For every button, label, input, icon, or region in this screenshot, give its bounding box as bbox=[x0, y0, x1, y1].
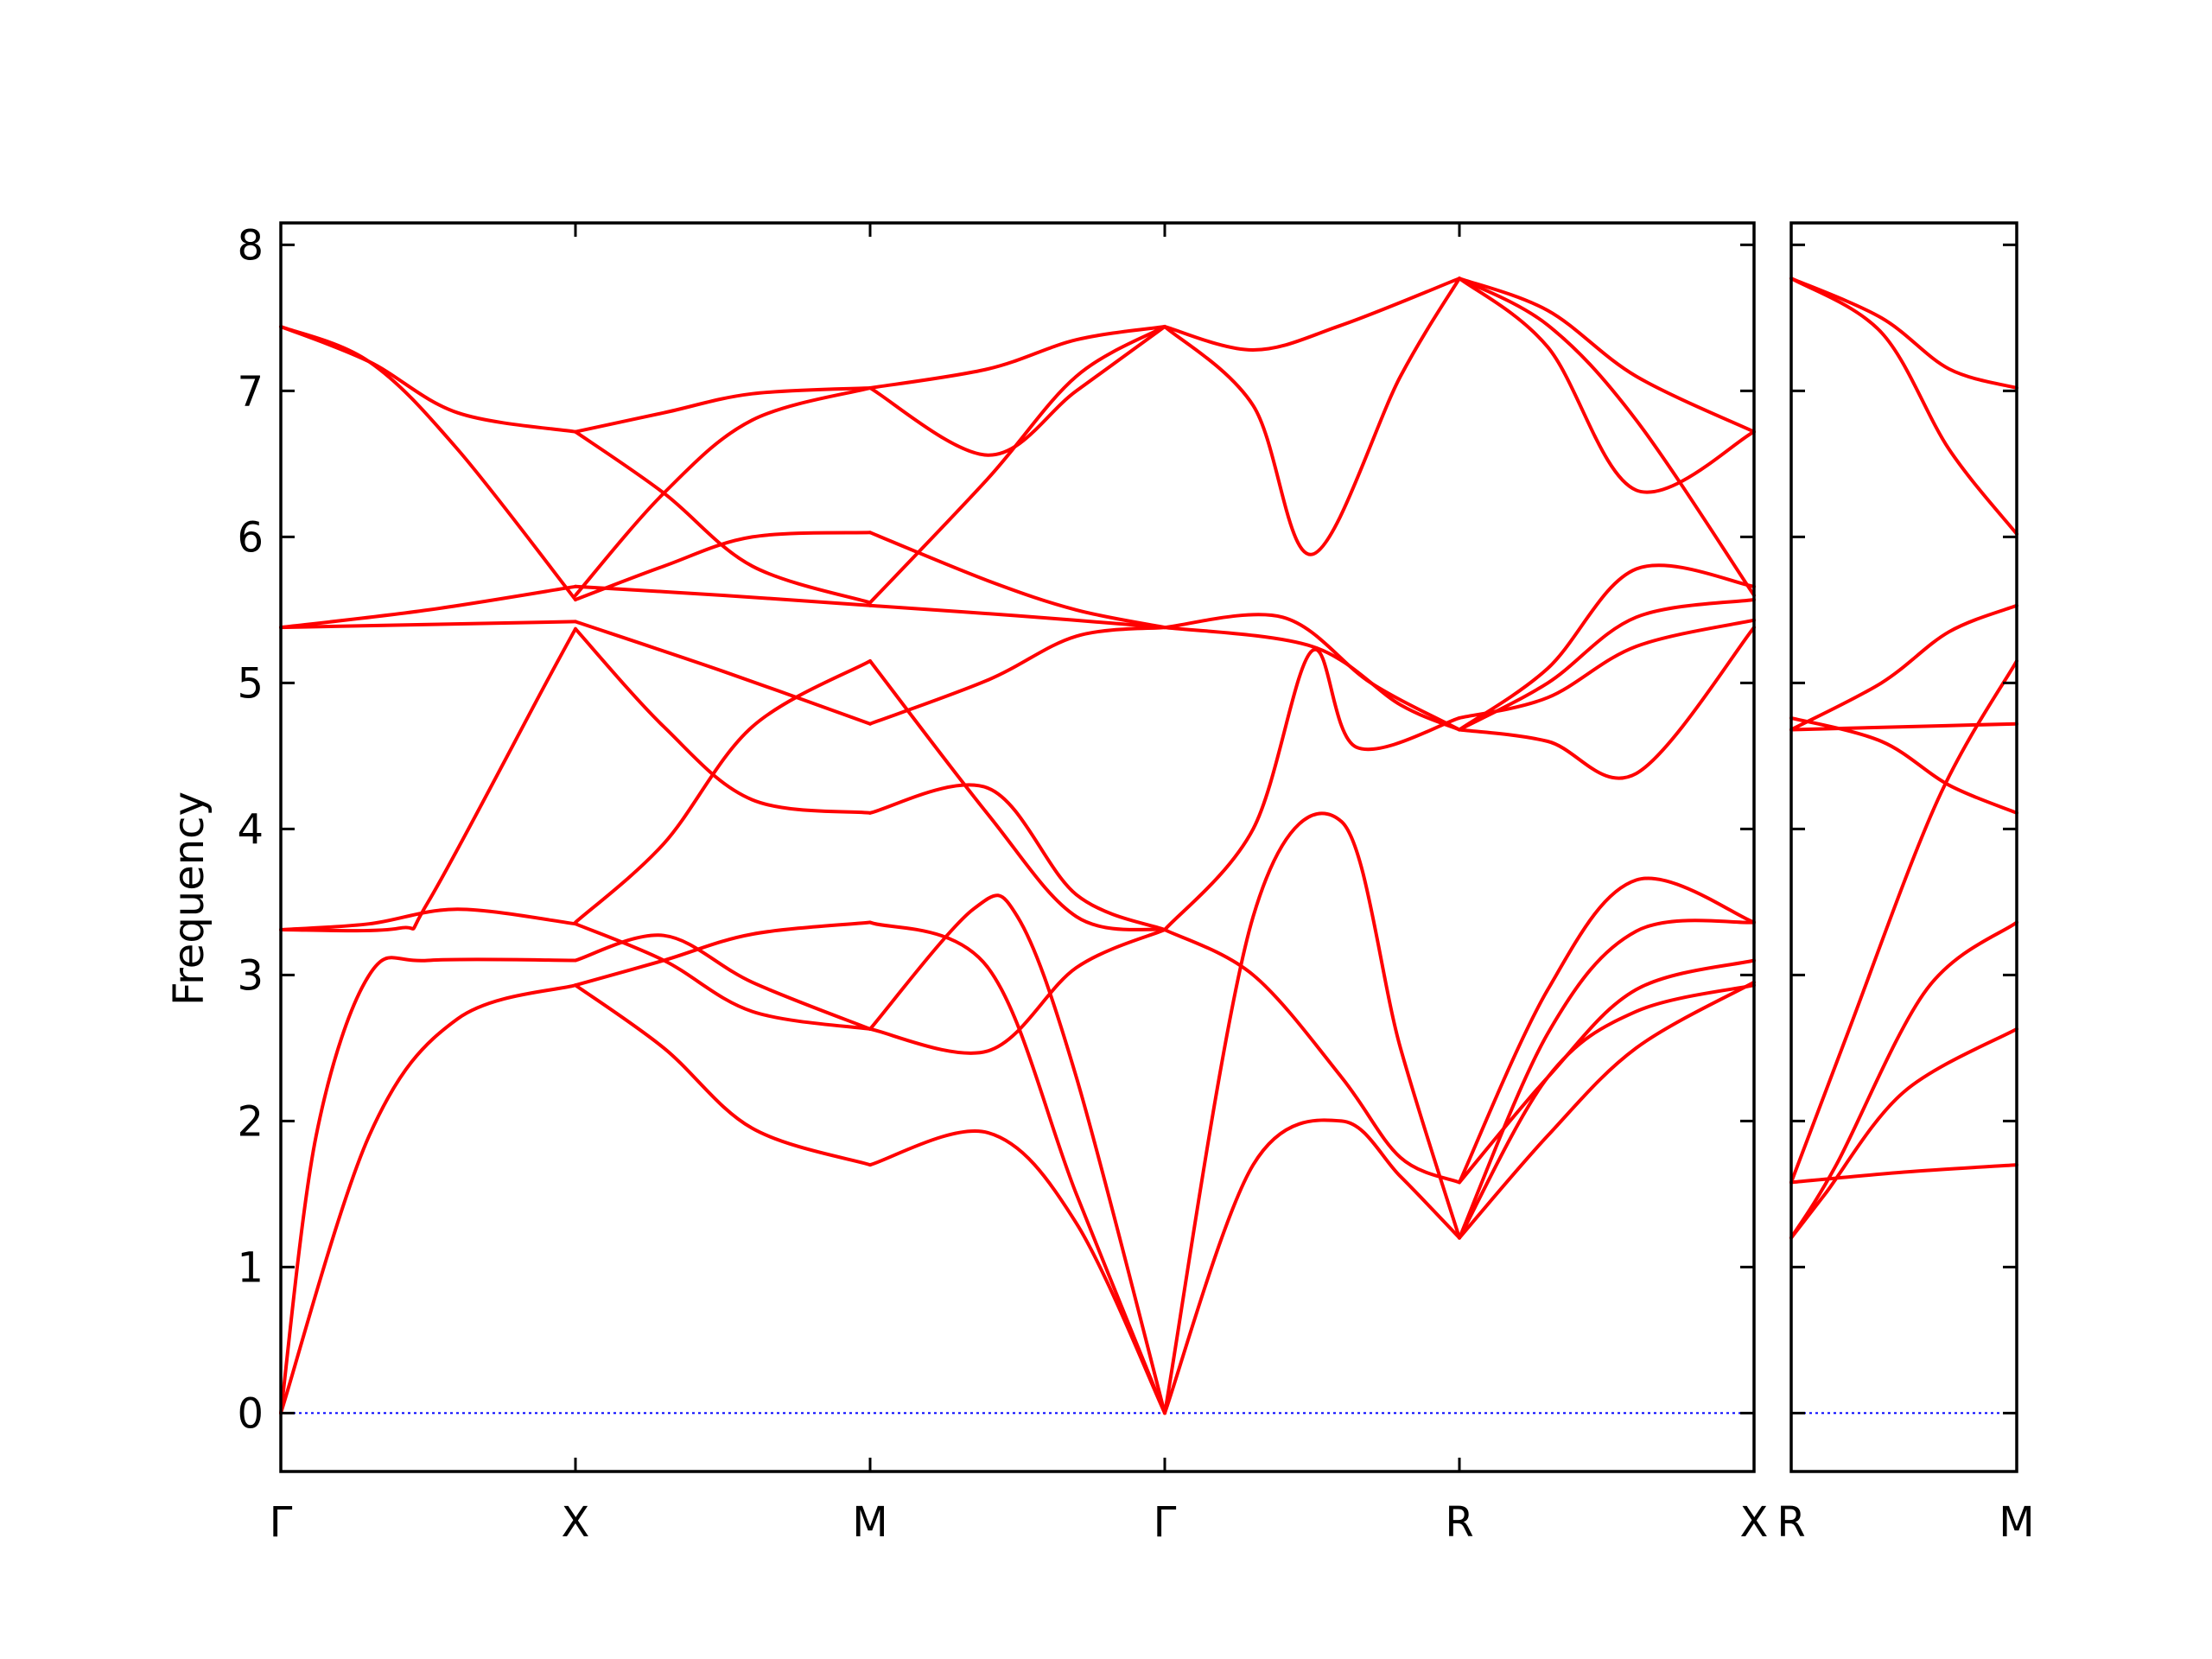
band-left-seg2-0 bbox=[868, 1129, 1166, 1415]
y-tick-label: 7 bbox=[237, 367, 264, 416]
band-left-seg4-2 bbox=[1458, 958, 1756, 1185]
band-left-seg1-5 bbox=[574, 659, 872, 925]
y-tick-label: 4 bbox=[237, 805, 264, 854]
band-left-seg3-5 bbox=[1163, 626, 1461, 732]
x-tick-label: R bbox=[1777, 1498, 1805, 1547]
band-right-seg0-8 bbox=[1789, 276, 2018, 390]
band-left-seg1-4 bbox=[574, 626, 872, 815]
band-left-seg2-1 bbox=[868, 928, 1166, 1055]
band-left-seg1-11 bbox=[574, 386, 872, 434]
band-right-seg0-4 bbox=[1789, 721, 2018, 732]
band-left-seg4-9 bbox=[1458, 276, 1756, 494]
band-left-seg1-2 bbox=[574, 920, 872, 988]
band-left-seg1-3 bbox=[574, 922, 872, 1031]
band-left-seg1-6 bbox=[574, 620, 872, 726]
band-left-seg4-8 bbox=[1458, 563, 1756, 732]
band-left-seg0-2 bbox=[279, 907, 577, 931]
x-tick-label: Γ bbox=[270, 1498, 293, 1547]
band-left-seg1-0 bbox=[574, 983, 872, 1167]
band-right-seg0-6 bbox=[1789, 603, 2018, 732]
y-tick-label: 6 bbox=[237, 513, 264, 562]
band-left-seg4-3 bbox=[1458, 918, 1756, 1240]
band-left-seg3-3 bbox=[1163, 647, 1461, 931]
band-left-seg4-10 bbox=[1458, 276, 1756, 597]
band-left-seg1-10 bbox=[574, 386, 872, 597]
band-left-seg0-4 bbox=[279, 620, 577, 630]
band-right-seg0-3 bbox=[1789, 659, 2018, 1185]
band-left-seg1-8 bbox=[574, 531, 872, 601]
band-left-seg3-2 bbox=[1163, 928, 1461, 1185]
band-left-seg4-11 bbox=[1458, 276, 1756, 434]
y-tick-label: 2 bbox=[237, 1097, 264, 1146]
y-tick-label: 8 bbox=[237, 221, 264, 270]
band-left-seg3-6 bbox=[1163, 276, 1461, 556]
band-left-seg0-6 bbox=[279, 325, 577, 601]
band-right-seg0-1 bbox=[1789, 920, 2018, 1240]
y-tick-label: 3 bbox=[237, 951, 264, 1000]
band-left-seg3-7 bbox=[1163, 276, 1461, 353]
panel-left: 0 1 2 3 4 5 6 7 8 Γ X M Γ R X bbox=[237, 221, 1768, 1547]
band-left-seg1-9 bbox=[574, 429, 872, 605]
y-axis-title: Frequency bbox=[165, 791, 213, 1006]
band-left-seg4-7 bbox=[1458, 598, 1756, 732]
band-right-seg0-7 bbox=[1789, 276, 2018, 536]
band-right-seg0-5 bbox=[1789, 715, 2018, 815]
x-tick-label: R bbox=[1445, 1498, 1473, 1547]
band-left-seg0-1 bbox=[279, 983, 577, 1415]
x-tick-label: X bbox=[1740, 1498, 1769, 1547]
band-left-seg2-6 bbox=[868, 626, 1166, 726]
band-left-seg2-3 bbox=[868, 920, 1166, 1415]
band-left-seg2-5 bbox=[868, 659, 1166, 931]
band-left-seg2-7 bbox=[868, 603, 1166, 630]
band-left-seg3-4 bbox=[1163, 613, 1461, 732]
plot-frame-left bbox=[279, 221, 1756, 1473]
x-tick-label: M bbox=[852, 1498, 887, 1547]
band-right-seg0-0 bbox=[1789, 1027, 2018, 1240]
x-tick-label: M bbox=[1999, 1498, 2034, 1547]
y-tick-label: 5 bbox=[237, 659, 264, 708]
band-left-seg1-7 bbox=[574, 584, 872, 607]
band-left-seg4-1 bbox=[1458, 983, 1756, 1240]
band-left-seg4-0 bbox=[1458, 980, 1756, 1240]
plot-frame-right bbox=[1789, 221, 2018, 1473]
band-left-seg2-10 bbox=[868, 325, 1166, 457]
band-right-seg0-2 bbox=[1789, 1163, 2018, 1185]
band-left-seg1-1 bbox=[574, 933, 872, 1031]
band-left-seg2-11 bbox=[868, 325, 1166, 390]
y-tick-label: 1 bbox=[237, 1243, 264, 1292]
x-tick-label: Γ bbox=[1154, 1498, 1177, 1547]
band-left-seg0-5 bbox=[279, 584, 577, 630]
band-left-seg3-1 bbox=[1163, 811, 1461, 1415]
band-left-seg2-4 bbox=[868, 783, 1166, 931]
band-left-seg2-9 bbox=[868, 325, 1166, 605]
y-tick-label: 0 bbox=[237, 1389, 264, 1438]
band-left-seg0-0 bbox=[279, 956, 577, 1415]
band-left-seg3-0 bbox=[1163, 1118, 1461, 1415]
band-left-seg4-4 bbox=[1458, 876, 1756, 1185]
band-left-seg0-7 bbox=[279, 325, 577, 434]
band-left-seg4-5 bbox=[1458, 626, 1756, 780]
x-tick-label: X bbox=[562, 1498, 590, 1547]
band-left-seg0-3 bbox=[279, 626, 577, 933]
